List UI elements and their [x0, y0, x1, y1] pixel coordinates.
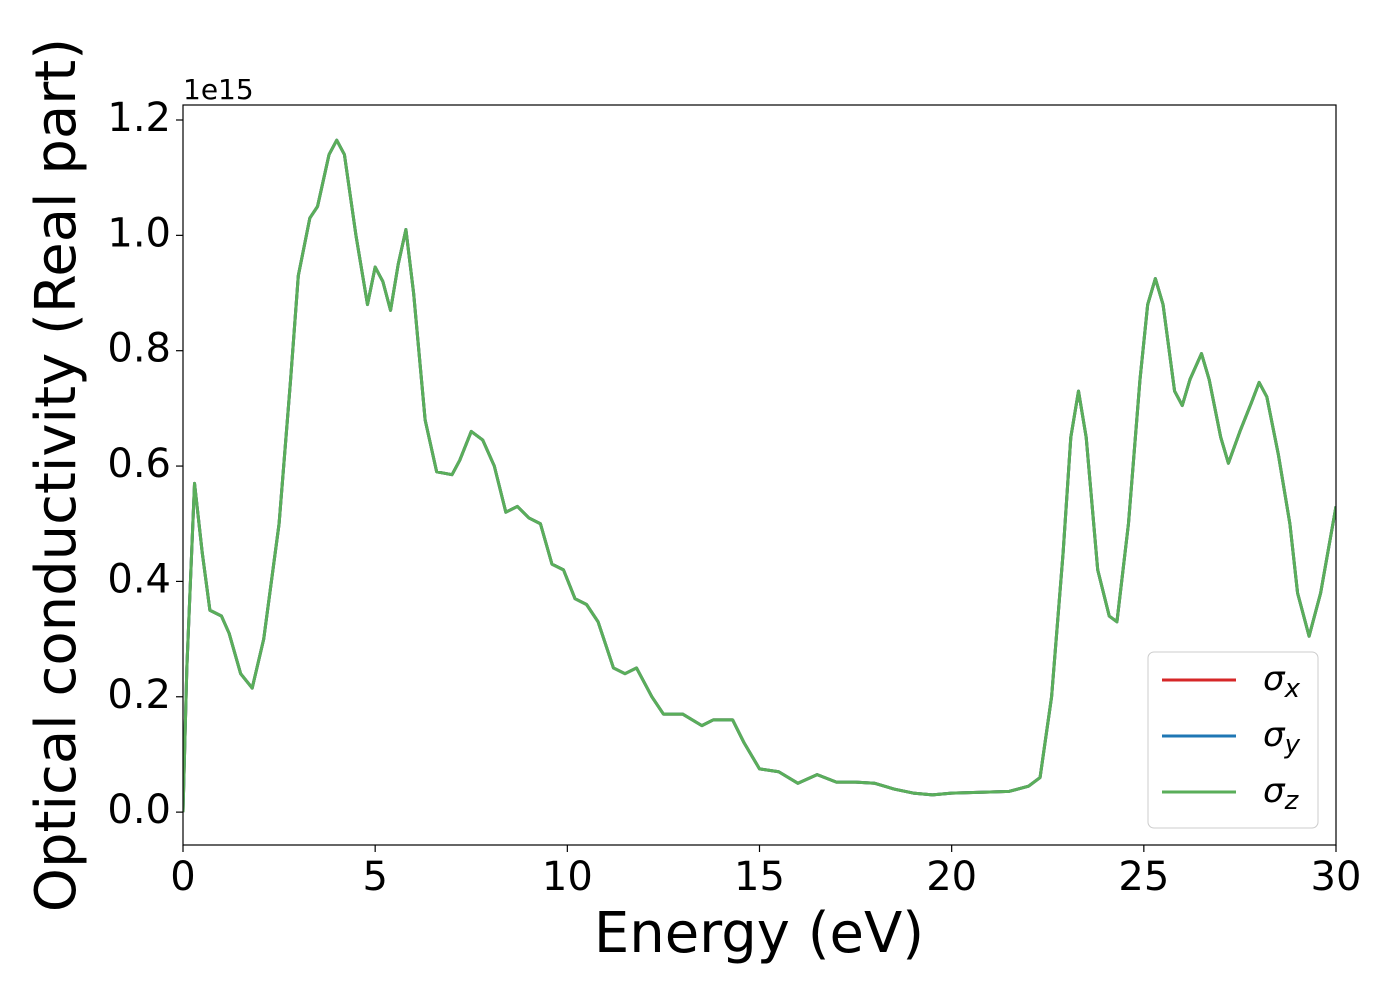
plot-frame [182, 104, 1337, 846]
y-tick-label: 0.6 [107, 441, 171, 487]
y-tick-label: 0.4 [107, 556, 171, 602]
legend-box [1147, 651, 1319, 829]
x-tick-label: 0 [170, 854, 195, 900]
y-axis-label: Optical conductivity (Real part) [24, 38, 89, 912]
x-tick-label: 25 [1118, 854, 1169, 900]
x-tick-label: 5 [362, 854, 387, 900]
y-tick-label: 0.0 [107, 787, 171, 833]
legend-label: σz [1263, 771, 1300, 816]
y-tick-label: 1.0 [107, 210, 171, 256]
y-tick-label: 0.2 [107, 672, 171, 718]
x-axis-label: Energy (eV) [594, 901, 924, 966]
y-tick-label: 0.8 [107, 326, 171, 372]
x-tick-label: 20 [926, 854, 977, 900]
y-tick-label: 1.2 [107, 95, 171, 141]
x-tick-label: 10 [542, 854, 593, 900]
x-tick-label: 15 [734, 854, 785, 900]
legend-label: σy [1263, 715, 1301, 760]
series-line [183, 138, 1336, 813]
x-tick-label: 30 [1311, 854, 1362, 900]
legend-label: σx [1263, 659, 1301, 704]
y-offset-label: 1e15 [183, 73, 254, 106]
